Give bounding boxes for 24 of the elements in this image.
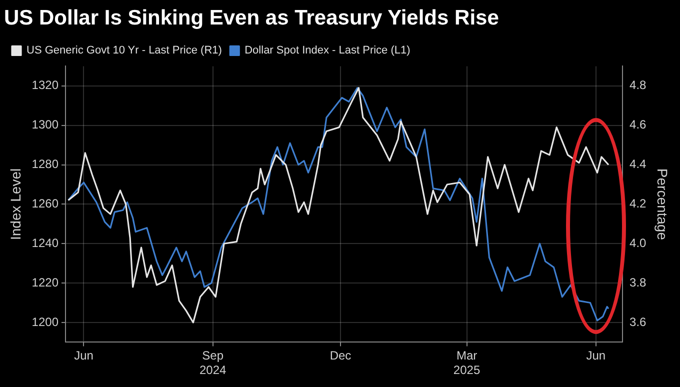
x-tick-label: Sep 2024 bbox=[199, 348, 226, 378]
y2-tick-label: 3.6 bbox=[630, 314, 647, 329]
y2-tick-label: 4.8 bbox=[630, 78, 647, 92]
y-tick-label: 1260 bbox=[32, 196, 59, 211]
y2-tick-label: 4.2 bbox=[630, 196, 647, 211]
x-tick-label: Jun bbox=[74, 348, 94, 363]
y-tick-label: 1240 bbox=[32, 236, 59, 250]
chart-title: US Dollar Is Sinking Even as Treasury Yields Rise bbox=[4, 6, 499, 30]
legend-label: Dollar Spot Index - Last Price (L1) bbox=[244, 44, 410, 57]
y-tick-label: 1200 bbox=[32, 314, 59, 329]
y2-tick-label: 4.4 bbox=[630, 157, 647, 172]
legend-label: US Generic Govt 10 Yr - Last Price (R1) bbox=[26, 44, 222, 57]
x-tick-label: Jun bbox=[586, 348, 606, 363]
x-tick-label: Dec bbox=[330, 348, 352, 363]
y-tick-label: 1220 bbox=[32, 275, 59, 290]
y2-tick-label: 4.0 bbox=[630, 236, 647, 250]
x-tick-label: Mar 2025 bbox=[453, 348, 480, 378]
y-tick-label: 1300 bbox=[32, 118, 59, 132]
y2-tick-label: 3.8 bbox=[630, 275, 647, 290]
y-tick-label: 1280 bbox=[32, 157, 59, 172]
y-axis-title: Index Level bbox=[7, 168, 24, 240]
y2-tick-label: 4.6 bbox=[630, 118, 647, 132]
y-tick-label: 1320 bbox=[32, 78, 59, 92]
y2-axis-title: Percentage bbox=[654, 168, 671, 240]
